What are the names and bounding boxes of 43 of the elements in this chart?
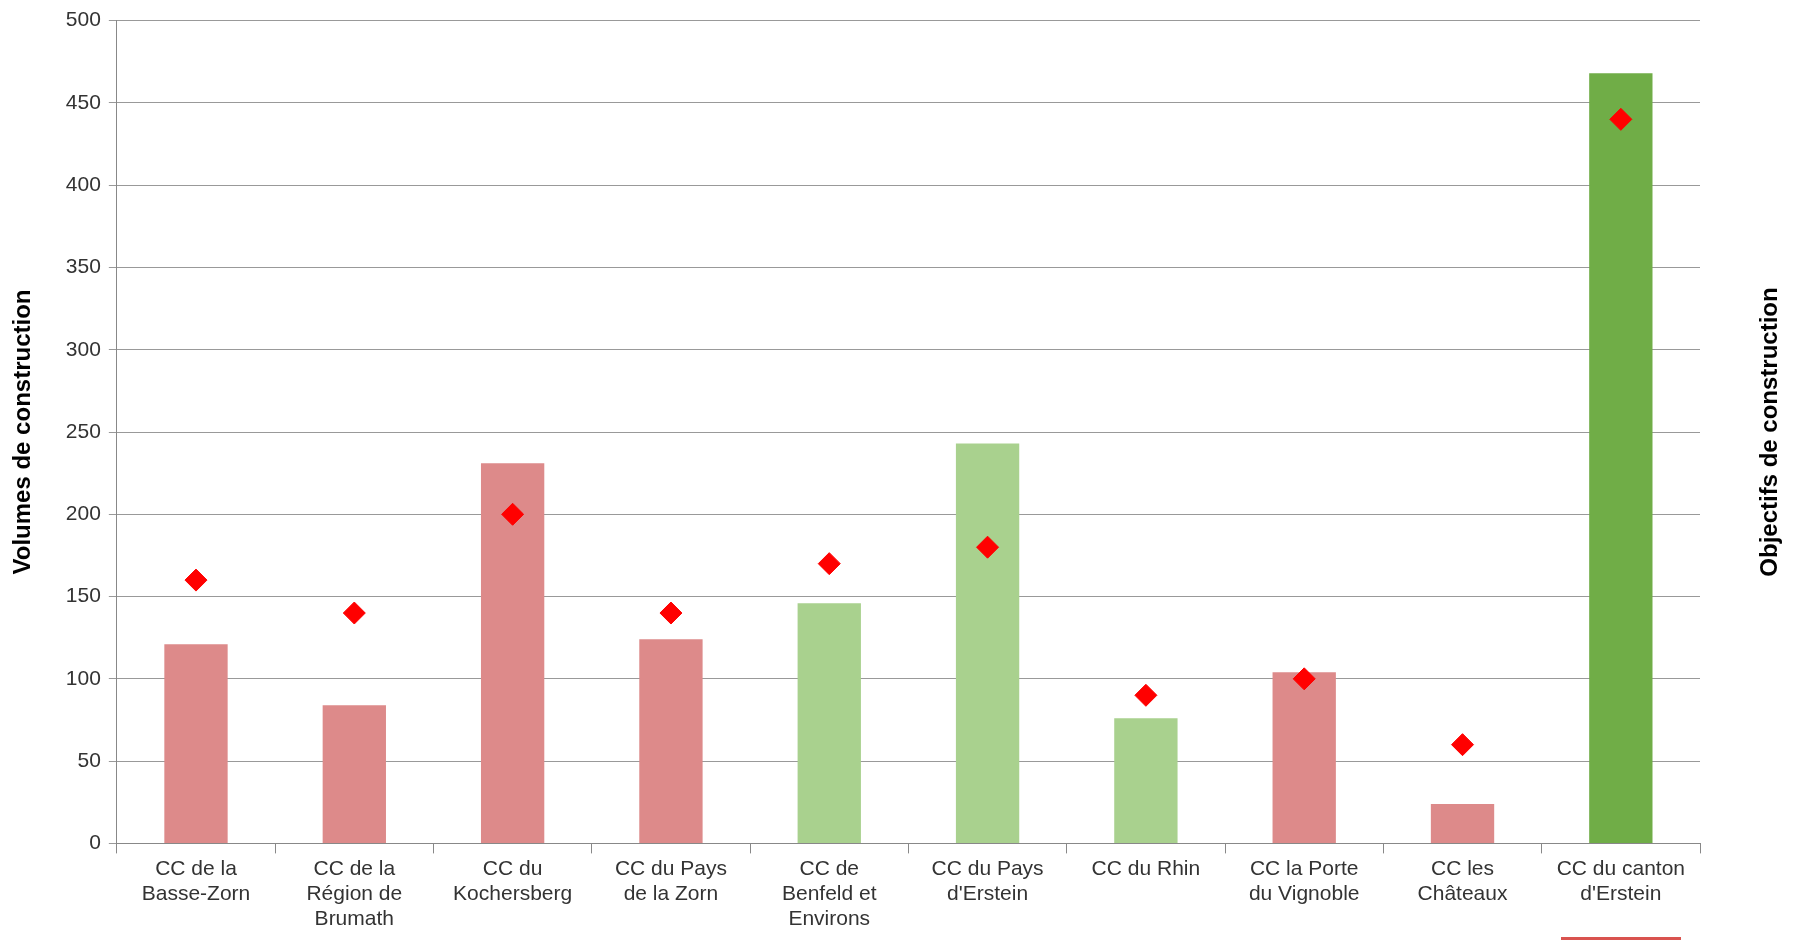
point (976, 535, 1000, 559)
y-axis-title: Volumes de construction (8, 289, 36, 575)
y-tick-label: 300 (65, 336, 101, 360)
x-tick-label: CC du Pays d'Erstein (931, 855, 1044, 904)
y-tick-label: 450 (65, 89, 101, 113)
bar (480, 463, 545, 843)
point (1134, 683, 1158, 707)
x-tick-label: CC les Châteaux (1417, 855, 1508, 904)
x-tick-label: CC de la Région de Brumath (306, 855, 403, 930)
bar (955, 443, 1020, 843)
point (817, 552, 841, 576)
x-tick-label: CC du Rhin (1091, 855, 1201, 879)
x-tick-label: CC du Pays de la Zorn (614, 855, 727, 904)
x-tick-label: CC de la Basse-Zorn (141, 855, 251, 904)
point (659, 601, 683, 625)
y-tick-label: 0 (89, 830, 101, 854)
x-tick-label: CC de Benfeld et Environs (781, 855, 877, 930)
y-tick-label: 200 (65, 501, 101, 525)
point (342, 601, 366, 625)
y-tick-label: 250 (65, 418, 101, 442)
point (1609, 107, 1633, 131)
y2-axis-title: Objectifs de construction (1754, 287, 1782, 577)
bar (322, 705, 386, 843)
y-tick-label: 400 (65, 171, 101, 195)
point (501, 502, 525, 526)
bar (1430, 803, 1495, 843)
bar (1114, 718, 1178, 843)
x-tick-label: CC la Porte du Vignoble (1248, 855, 1360, 904)
x-tick-label: CC du canton d'Erstein (1556, 855, 1686, 904)
bar (164, 644, 228, 843)
bar (1272, 672, 1336, 843)
y-tick-label: 500 (65, 7, 101, 31)
point (184, 568, 208, 592)
y-tick-label: 100 (65, 665, 101, 689)
bar (639, 639, 703, 843)
x-tick-label: CC du Kochersberg (453, 855, 573, 904)
y-tick-label: 50 (77, 747, 101, 771)
bar (797, 603, 861, 843)
point (1292, 667, 1316, 691)
y-tick-label: 350 (65, 254, 101, 278)
bar (1589, 73, 1653, 843)
point (1451, 733, 1475, 757)
y-tick-label: 150 (65, 583, 101, 607)
